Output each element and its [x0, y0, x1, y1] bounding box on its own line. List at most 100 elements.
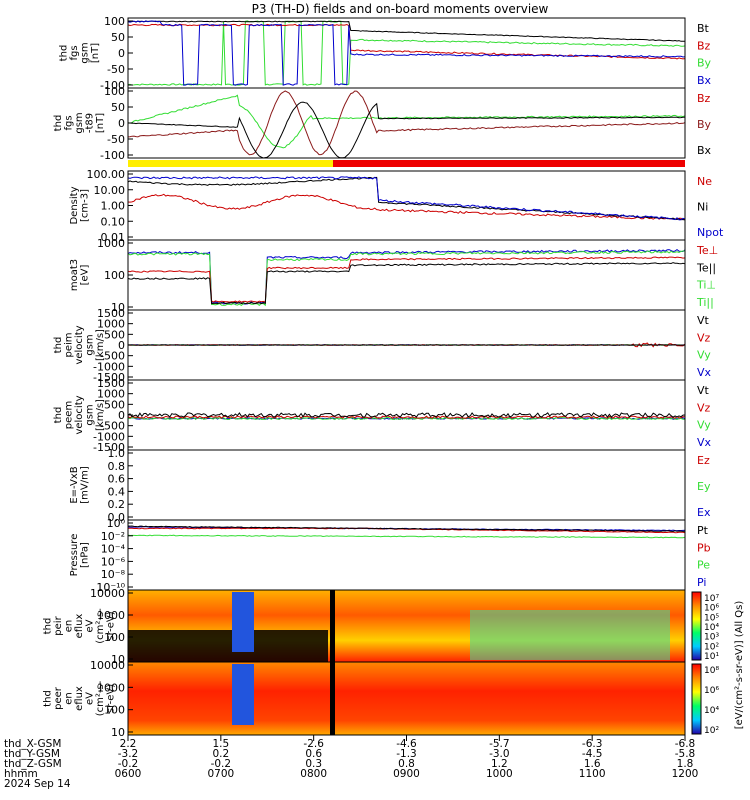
legend-entry: Bx	[697, 74, 712, 87]
y-axis-label: (cm²-s-	[95, 608, 106, 644]
colorbar-tick-label: 10²	[704, 726, 719, 736]
y-axis-label: [nT]	[90, 43, 101, 63]
panel-frame	[127, 87, 686, 159]
colorbar-tick-label: 10⁶	[704, 686, 719, 696]
panel-4: 1000 100 10 moat3 [eV] Te⊥ Te|| Ti⊥ Ti||	[69, 237, 718, 314]
colorbar-tick-label: 10⁸	[704, 666, 719, 676]
y-tick-label: 0.0	[108, 511, 126, 524]
footer-value: -1.3	[396, 748, 417, 760]
spectrogram-cool-region	[470, 610, 670, 660]
y-tick-label: 10⁻¹⁰	[96, 581, 125, 594]
y-tick-label: 100.00	[87, 168, 126, 181]
y-axis-label: thd	[53, 115, 64, 132]
y-axis-label: [km/s]	[95, 399, 106, 431]
series-line-4	[127, 262, 686, 305]
y-axis-label: [cm-3]	[79, 189, 90, 222]
footer-row-label: thd_Y-GSM	[4, 748, 60, 760]
y-axis-label: thd	[43, 690, 54, 707]
y-axis-label: thd	[53, 407, 64, 424]
spectrogram-background	[128, 662, 685, 735]
mode-bar-fast	[333, 160, 685, 167]
y-axis-label: E=-VxB	[69, 466, 80, 503]
legend-entry: By	[697, 118, 712, 131]
colorbar-tick-label: 10⁷	[704, 594, 719, 604]
footer-value: -2.6	[303, 738, 324, 750]
legend-entry: Ne	[697, 175, 712, 188]
figure-title: P3 (TH-D) fields and on-board moments ov…	[252, 2, 549, 16]
y-axis-label: thd	[58, 45, 69, 62]
y-axis-label: gsm	[74, 112, 85, 133]
y-axis-label: eV	[85, 692, 96, 705]
colorbar-tick-label: 10⁴	[704, 706, 719, 716]
panel-10: 10000 1000 100 10 thd peer en eflux eV (cm²-s-sr-…	[43, 659, 686, 739]
colorbar-tick-label: 10³	[704, 633, 719, 643]
legend-entry: Ti⊥	[696, 279, 716, 292]
legend-entry: By	[697, 57, 712, 70]
y-tick-label: 50	[111, 101, 125, 114]
y-tick-label: 1000	[97, 609, 125, 622]
legend-entry: Ex	[697, 506, 711, 519]
y-axis-label: en	[64, 620, 75, 633]
y-tick-label: 10⁻⁸	[101, 568, 126, 581]
footer-row-label: hhmm	[4, 768, 38, 780]
y-tick-label: -1000	[93, 430, 125, 443]
footer-value: -4.5	[582, 748, 603, 760]
y-tick-label: 0.8	[108, 460, 126, 473]
footer-value: 0700	[207, 768, 234, 780]
legend-entry: Bx	[697, 144, 712, 157]
legend-entry: Bz	[697, 92, 711, 105]
y-tick-label: 0.2	[108, 498, 126, 511]
y-axis-label: -t89	[85, 113, 96, 133]
series-line-1	[127, 193, 686, 221]
y-tick-label: 100	[104, 15, 125, 28]
colorbar-label: [eV/(cm²-s-sr-eV)] (All Qs)	[734, 601, 745, 730]
y-axis-label: fgs	[69, 45, 80, 60]
mode-bar-slow	[128, 160, 333, 167]
footer-value: 1.2	[491, 758, 508, 770]
footer-value: 0.2	[212, 748, 229, 760]
y-axis-label: en	[64, 692, 75, 705]
y-axis-label: sr-eV)	[106, 684, 117, 713]
series-line-3	[127, 176, 686, 221]
legend-entry: Pi	[697, 576, 706, 589]
y-axis-label: moat3	[69, 259, 80, 291]
legend-entry: Te⊥	[696, 244, 718, 257]
y-tick-label: 500	[104, 398, 125, 411]
colorbars: 10⁷10⁶10⁵10⁴10³10²10¹10⁸10⁶10⁴10²[eV/(cm…	[691, 591, 745, 736]
legend-entry: Pb	[697, 541, 711, 554]
footer-value: 0.8	[398, 758, 415, 770]
spectrogram-blue-band	[232, 592, 254, 652]
y-tick-label: 10⁻⁴	[101, 543, 126, 556]
legend-entry: Npot	[697, 226, 724, 239]
colorbar-tick-label: 10⁵	[704, 613, 719, 623]
y-tick-label: 10⁻²	[101, 530, 125, 543]
y-tick-label: 1000	[97, 388, 125, 401]
series-line-4	[127, 412, 686, 418]
panel-frame	[127, 449, 686, 521]
y-tick-label: 0	[118, 117, 125, 130]
colorbar	[691, 663, 702, 735]
legend-entry: Vt	[697, 314, 710, 327]
footer-value: 1.8	[677, 758, 694, 770]
legend-entry: Ez	[697, 454, 710, 467]
footer-value: -6.8	[675, 738, 696, 750]
y-tick-label: 100	[104, 85, 125, 98]
legend-entry: Vx	[697, 366, 712, 379]
footer-value: -3.2	[118, 748, 139, 760]
legend-entry: Ey	[697, 480, 711, 493]
y-tick-label: 10⁰	[107, 517, 126, 530]
y-tick-label: -500	[100, 350, 125, 363]
legend-entry: Bt	[697, 22, 710, 35]
y-axis-label: gsm	[79, 42, 90, 63]
series-line-1	[127, 20, 686, 86]
legend-entry: Pt	[697, 524, 709, 537]
y-tick-label: -50	[107, 133, 125, 146]
y-tick-label: -1500	[93, 441, 125, 454]
series-line-3	[128, 20, 686, 42]
footer-value: 1.6	[584, 758, 601, 770]
footer-value: 1.5	[212, 738, 229, 750]
y-tick-label: 1500	[97, 307, 125, 320]
legend-entry: Ti||	[696, 296, 714, 309]
panel-2: 100 50 0 -50 -100 thd fgs gsm -t89 [nT] Bz By Bx	[53, 85, 712, 162]
